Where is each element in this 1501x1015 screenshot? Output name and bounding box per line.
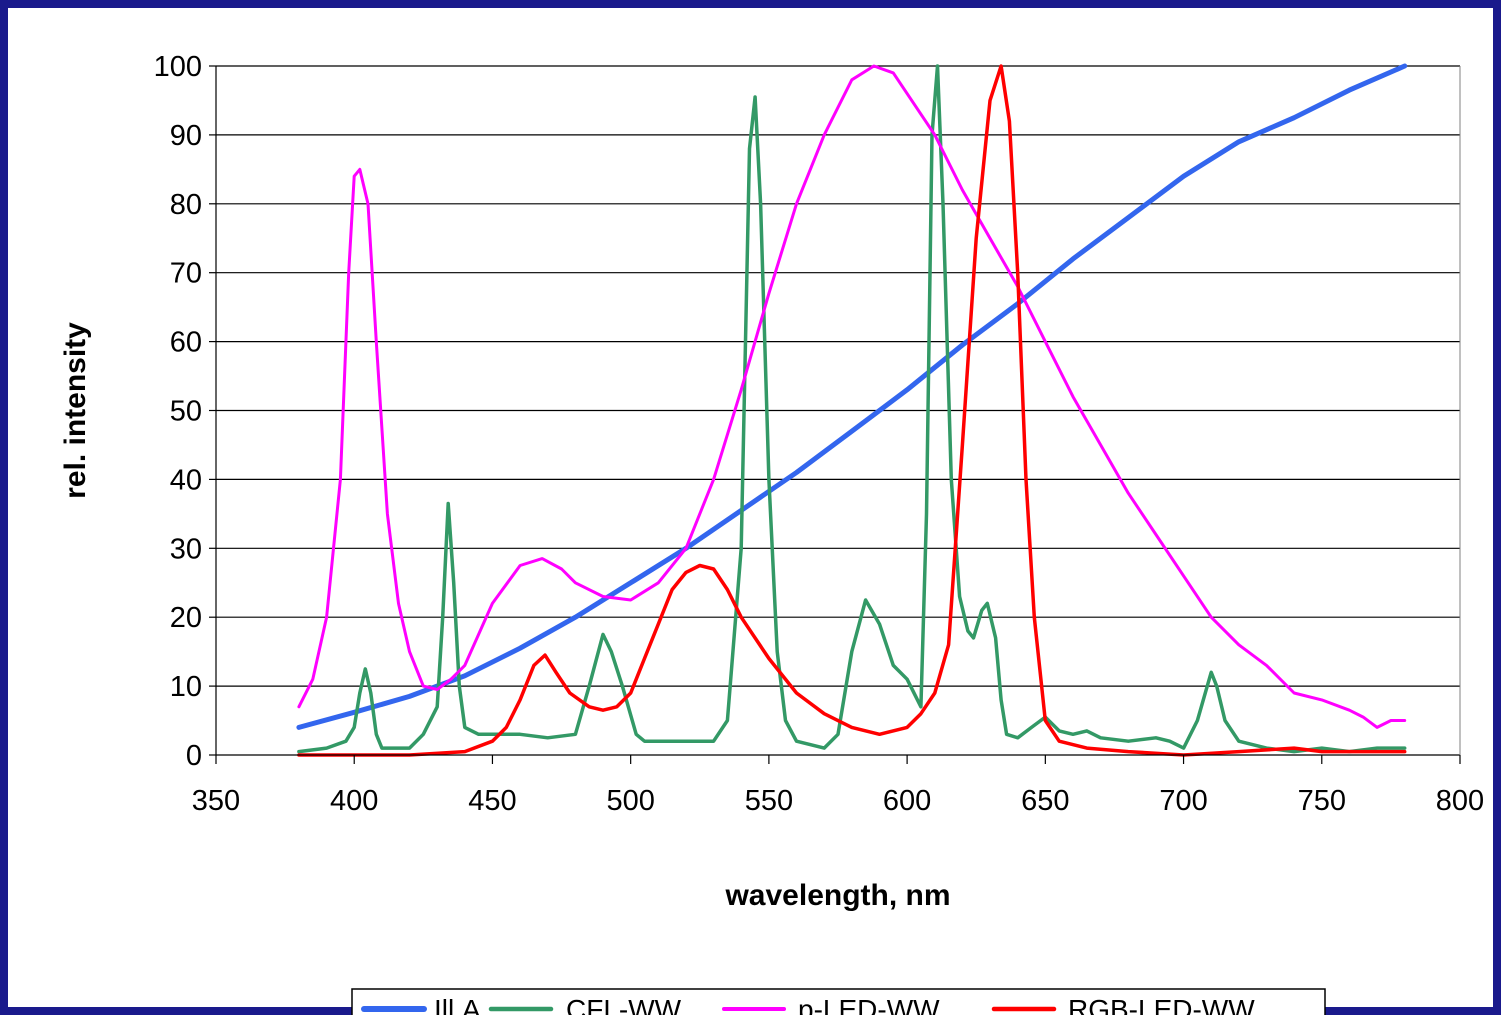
- legend-label-p-led-ww: p-LED-WW: [798, 994, 940, 1015]
- plot-area: [209, 63, 1461, 764]
- y-axis-title: rel. intensity: [59, 322, 92, 499]
- series-layer: [296, 63, 1408, 757]
- y-tick-label: 20: [170, 602, 202, 634]
- x-tick-label: 450: [468, 785, 516, 817]
- x-tick-label: 800: [1436, 785, 1484, 817]
- y-tick-label: 60: [170, 327, 202, 359]
- x-tick-label: 350: [192, 785, 240, 817]
- gridlines: [216, 65, 1460, 687]
- y-tick-label: 10: [170, 671, 202, 703]
- y-tick-label: 100: [154, 51, 202, 83]
- y-tick-label: 40: [170, 464, 202, 496]
- series-line-cfl-ww: [297, 64, 1407, 754]
- series-line-ill-a: [296, 63, 1408, 730]
- x-tick-label: 400: [330, 785, 378, 817]
- y-tick-label: 90: [170, 120, 202, 152]
- series-line-p-led-ww: [297, 64, 1407, 729]
- legend: Ill.A CFL-WW p-LED-WW RGB-LED-WW: [351, 988, 1326, 1015]
- legend-label-rgb-led-ww: RGB-LED-WW: [1068, 994, 1255, 1015]
- y-tick-label: 80: [170, 189, 202, 221]
- x-tick-label: 750: [1298, 785, 1346, 817]
- series-line-rgb-led-ww: [297, 64, 1407, 757]
- x-tick-labels: 350 400 450 500 550 600 650 700 750 800: [192, 785, 1484, 817]
- x-tick-label: 500: [606, 785, 654, 817]
- y-tick-label: 30: [170, 533, 202, 565]
- legend-label-ill-a: Ill.A: [434, 994, 481, 1015]
- axes: [209, 65, 1461, 764]
- x-tick-label: 550: [745, 785, 793, 817]
- x-tick-label: 650: [1021, 785, 1069, 817]
- y-tick-label: 0: [186, 740, 202, 772]
- x-axis-title: wavelength, nm: [724, 879, 950, 912]
- x-tick-label: 700: [1159, 785, 1207, 817]
- y-tick-label: 50: [170, 396, 202, 428]
- x-tick-label: 600: [883, 785, 931, 817]
- y-tick-label: 70: [170, 258, 202, 290]
- y-tick-labels: 0 10 20 30 40 50 60 70 80 90 100: [154, 51, 202, 772]
- legend-label-cfl-ww: CFL-WW: [566, 994, 682, 1015]
